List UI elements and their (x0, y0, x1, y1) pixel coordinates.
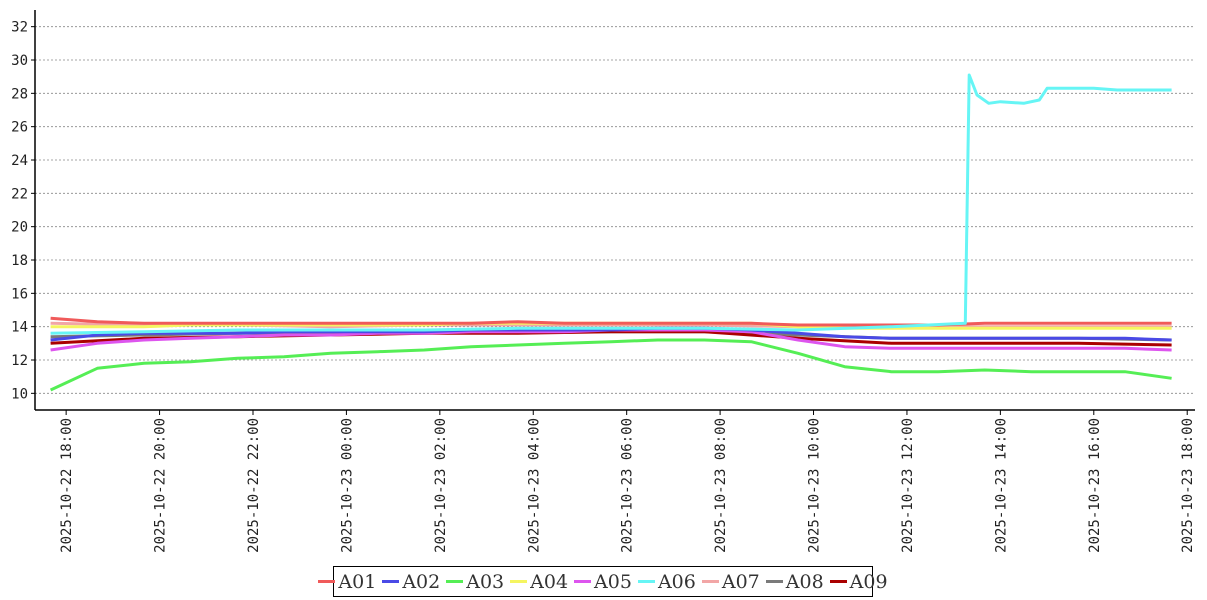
legend-item-a04: A04 (510, 571, 568, 593)
y-tick-label: 32 (11, 20, 28, 36)
legend-item-a08: A08 (765, 570, 824, 593)
legend-item-a02: A02 (382, 571, 440, 593)
y-tick-label: 20 (11, 220, 28, 236)
series-line-a03 (49, 338, 1172, 392)
x-tick-label: 2025-10-22 22:00 (246, 418, 262, 553)
legend-label: A03 (466, 570, 505, 593)
legend-item-a03: A03 (446, 571, 504, 593)
legend: A01 A02 A03 A04 A05 A06 A07 A08 A09 (318, 566, 888, 597)
y-tick-label: 12 (11, 353, 28, 369)
x-tick-label: 2025-10-23 14:00 (993, 418, 1009, 553)
y-tick-label: 26 (11, 120, 28, 136)
y-tick-label: 10 (11, 386, 28, 402)
legend-label: A05 (594, 570, 632, 593)
y-tick-label: 16 (11, 286, 28, 302)
y-tick-label: 22 (11, 186, 28, 202)
legend-swatch (829, 580, 847, 583)
legend-label: A07 (721, 570, 760, 593)
legend-label: A06 (657, 570, 696, 593)
series-line-a06 (50, 73, 1172, 335)
series-line-a02 (50, 326, 1172, 342)
y-tick-label: 24 (11, 153, 28, 169)
legend-swatch (574, 580, 592, 583)
y-tick-label: 18 (11, 253, 28, 269)
y-tick-label: 28 (11, 86, 28, 102)
legend-item-a01: A01 (318, 571, 376, 593)
legend-item-a05: A05 (574, 571, 632, 593)
legend-item-a09: A09 (829, 570, 888, 593)
legend-swatch (382, 580, 400, 583)
x-tick-label: 2025-10-23 06:00 (620, 418, 636, 553)
y-axis-ticks: 10 12 14 16 18 20 22 24 26 28 30 32 (11, 20, 35, 402)
legend-label: A04 (530, 570, 569, 593)
x-tick-label: 2025-10-23 18:00 (1180, 418, 1196, 553)
legend-swatch (701, 580, 719, 583)
series-line-a01 (50, 316, 1172, 327)
x-tick-label: 2025-10-23 12:00 (900, 418, 916, 553)
series-lines (49, 73, 1172, 392)
legend-swatch (637, 580, 655, 583)
legend-label: A02 (402, 570, 441, 593)
legend-swatch (765, 580, 783, 583)
legend-swatch (510, 580, 528, 583)
x-tick-label: 2025-10-23 08:00 (713, 418, 729, 553)
x-tick-label: 2025-10-23 04:00 (526, 418, 542, 553)
legend-item-a06: A06 (637, 570, 696, 593)
legend-swatch (318, 580, 336, 583)
x-tick-label: 2025-10-23 16:00 (1087, 418, 1103, 553)
x-tick-label: 2025-10-23 10:00 (807, 418, 823, 553)
x-tick-label: 2025-10-23 00:00 (339, 418, 355, 553)
legend-swatch (446, 580, 464, 583)
y-tick-label: 14 (11, 320, 28, 336)
x-axis-ticks: 2025-10-22 18:00 2025-10-22 20:00 2025-10-… (59, 410, 1196, 553)
legend-label: A09 (849, 570, 888, 593)
legend-item-a07: A07 (701, 570, 760, 593)
legend-label: A08 (785, 570, 824, 593)
legend-label: A01 (338, 570, 377, 593)
x-tick-label: 2025-10-23 02:00 (433, 418, 449, 553)
y-tick-label: 30 (11, 53, 28, 69)
grid-lines (35, 26, 1195, 394)
x-tick-label: 2025-10-22 20:00 (153, 418, 169, 553)
x-tick-label: 2025-10-22 18:00 (59, 418, 75, 553)
